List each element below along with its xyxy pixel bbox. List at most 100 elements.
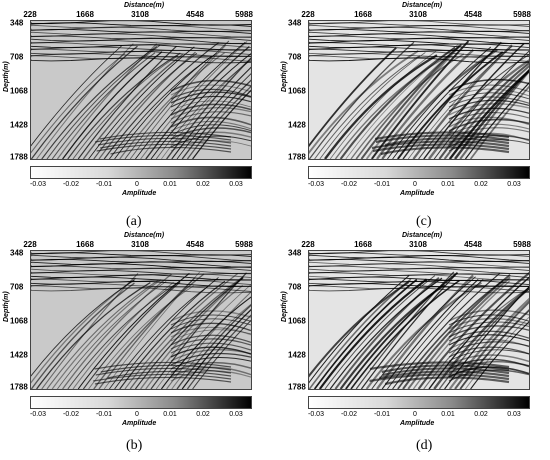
seismic-reflector bbox=[365, 281, 482, 389]
seismic-reflector bbox=[97, 137, 232, 146]
y-tick-label: 1788 bbox=[288, 152, 306, 162]
seismic-reflector bbox=[93, 373, 232, 382]
seismic-reflector bbox=[170, 329, 251, 342]
seismic-reflector bbox=[309, 274, 529, 281]
seismic-reflector bbox=[170, 84, 251, 96]
seismic-reflector bbox=[412, 280, 510, 389]
seismic-reflector bbox=[380, 146, 510, 156]
seismic-reflector bbox=[448, 321, 529, 334]
colorbar-tick: -0.01 bbox=[374, 411, 390, 418]
seismic-reflector bbox=[99, 131, 232, 140]
colorbar-tick: 0.03 bbox=[507, 181, 521, 188]
seismic-reflector bbox=[109, 285, 210, 389]
seismic-reflector bbox=[309, 44, 529, 51]
seismic-reflector bbox=[170, 111, 251, 124]
seismic-reflector bbox=[448, 317, 529, 330]
y-tick-label: 1428 bbox=[10, 120, 28, 130]
seismic-reflector bbox=[103, 42, 220, 159]
colorbar-tick: -0.03 bbox=[308, 181, 324, 188]
x-tick-label: 1668 bbox=[354, 240, 372, 249]
seismic-reflector bbox=[417, 272, 529, 389]
seismic-reflector bbox=[309, 281, 410, 378]
seismic-reflector bbox=[170, 91, 251, 104]
seismic-image bbox=[30, 20, 252, 160]
seismic-reflector bbox=[31, 282, 135, 389]
seismic-reflector bbox=[318, 278, 428, 389]
colorbar-tick: 0.02 bbox=[474, 181, 488, 188]
seismic-reflector bbox=[98, 51, 196, 159]
seismic-reflector bbox=[56, 43, 158, 159]
seismic-reflector bbox=[41, 45, 158, 159]
seismic-reflector bbox=[345, 272, 459, 389]
x-axis-label: Distance(m) bbox=[124, 232, 165, 239]
seismic-reflector bbox=[369, 361, 510, 371]
seismic-reflector bbox=[412, 44, 513, 159]
seismic-reflector bbox=[170, 314, 251, 326]
seismic-panel-a: Distance(m) 228 1668 3108 4548 5988 Dept… bbox=[3, 0, 264, 229]
seismic-reflector bbox=[313, 278, 418, 389]
seismic-reflector bbox=[448, 103, 529, 116]
panel-caption: (b) bbox=[126, 438, 143, 453]
seismic-reflector bbox=[82, 281, 181, 389]
seismic-reflector bbox=[371, 40, 470, 159]
seismic-reflector bbox=[170, 135, 251, 148]
seismic-reflector bbox=[150, 53, 251, 159]
colorbar-tick: -0.02 bbox=[63, 411, 79, 418]
seismic-reflector bbox=[31, 46, 251, 52]
seismic-reflector bbox=[176, 304, 251, 389]
seismic-reflector bbox=[448, 314, 529, 326]
seismic-reflector bbox=[170, 95, 251, 108]
x-tick-label: 3108 bbox=[131, 10, 149, 19]
seismic-reflector bbox=[62, 273, 173, 389]
seismic-reflector bbox=[375, 134, 510, 144]
colorbar-label: Amplitude bbox=[400, 420, 435, 427]
seismic-reflector bbox=[46, 279, 159, 389]
seismic-reflector bbox=[170, 88, 251, 100]
seismic-reflector bbox=[309, 276, 529, 282]
seismic-reflector bbox=[309, 275, 410, 384]
colorbar-tick: 0.02 bbox=[474, 411, 488, 418]
seismic-reflector bbox=[110, 146, 232, 155]
seismic-reflector bbox=[170, 79, 251, 92]
seismic-reflector bbox=[155, 59, 251, 159]
seismic-reflector bbox=[150, 272, 247, 389]
seismic-reflector bbox=[170, 120, 251, 132]
x-axis-label: Distance(m) bbox=[402, 2, 443, 9]
seismic-reflector bbox=[192, 89, 251, 159]
seismic-reflector bbox=[309, 22, 529, 27]
x-tick-label: 228 bbox=[23, 240, 37, 249]
seismic-reflector bbox=[448, 92, 529, 104]
seismic-reflector bbox=[114, 277, 219, 389]
seismic-reflector bbox=[384, 137, 510, 147]
seismic-reflector bbox=[31, 45, 123, 147]
seismic-reflector bbox=[309, 31, 529, 38]
seismic-reflector bbox=[129, 45, 226, 159]
seismic-reflector bbox=[129, 276, 244, 389]
seismic-reflector bbox=[31, 57, 251, 64]
colorbar bbox=[30, 166, 252, 179]
x-tick-label: 5988 bbox=[235, 10, 253, 19]
seismic-reflector bbox=[448, 330, 529, 342]
y-tick-label: 1068 bbox=[288, 86, 306, 96]
seismic-reflector bbox=[365, 43, 463, 159]
seismic-reflector bbox=[170, 100, 251, 112]
seismic-reflector bbox=[448, 96, 529, 108]
x-tick-label: 4548 bbox=[186, 10, 204, 19]
seismic-reflector bbox=[324, 54, 438, 159]
x-tick-label: 4548 bbox=[464, 240, 482, 249]
y-tick-label: 708 bbox=[288, 282, 302, 292]
seismic-reflector bbox=[82, 54, 184, 159]
seismic-reflector bbox=[448, 325, 529, 338]
seismic-reflector bbox=[72, 281, 174, 389]
seismic-reflector bbox=[31, 22, 251, 27]
y-tick-label: 708 bbox=[10, 282, 24, 292]
seismic-reflector bbox=[309, 252, 529, 257]
seismic-reflector bbox=[94, 376, 232, 385]
seismic-reflector bbox=[170, 318, 251, 330]
seismic-reflector bbox=[77, 272, 190, 389]
seismic-reflector bbox=[170, 349, 251, 362]
colorbar bbox=[308, 396, 530, 409]
seismic-image bbox=[30, 250, 252, 390]
colorbar-tick: 0 bbox=[413, 411, 417, 418]
seismic-reflector bbox=[160, 296, 251, 389]
